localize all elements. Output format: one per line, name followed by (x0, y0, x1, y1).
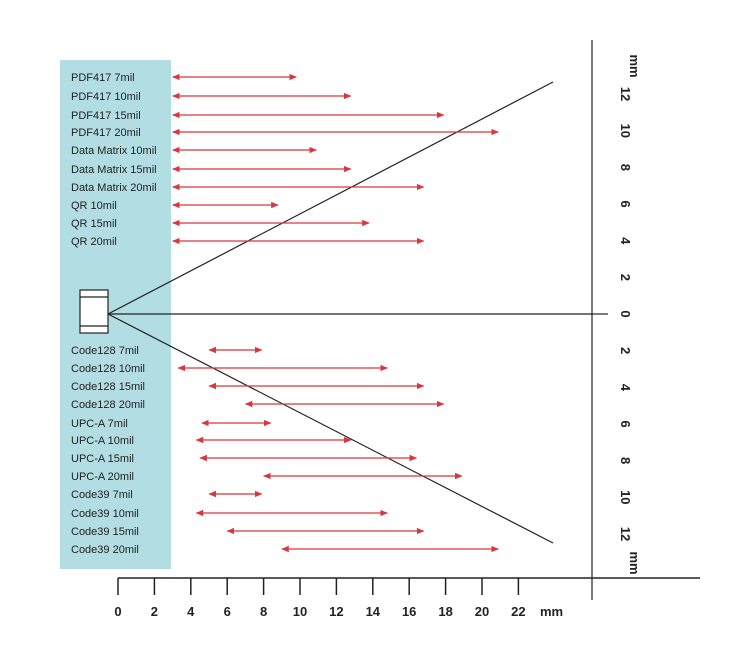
range-row: Data Matrix 15mil (71, 164, 352, 176)
scan-field-upper-edge (107, 81, 554, 315)
series-label: PDF417 15mil (71, 110, 141, 122)
series-label: Code39 15mil (71, 526, 139, 538)
scan-field-lines (107, 81, 592, 544)
series-label: PDF417 7mil (71, 72, 135, 84)
range-row: PDF417 10mil (71, 91, 352, 103)
x-axis: mm 0 2 4 6 8 10 12 14 16 18 20 22 (114, 577, 700, 619)
depth-tick-label: 4 (618, 237, 633, 245)
x-tick-label: 2 (151, 604, 158, 619)
series-label: Code39 20mil (71, 544, 139, 556)
range-row: Code128 10mil (71, 363, 388, 375)
range-row: Code39 20mil (71, 544, 499, 556)
depth-tick-label: 8 (618, 457, 633, 464)
range-row: UPC-A 15mil (71, 453, 417, 465)
range-row: UPC-A 10mil (71, 435, 352, 447)
range-series: PDF417 7mil PDF417 10mil PDF417 15mil PDF41… (71, 72, 499, 556)
range-row: Code128 7mil (71, 345, 263, 357)
range-row: Code39 15mil (71, 526, 425, 538)
depth-axis: mm mm 0 2 4 6 8 10 12 2 4 6 8 10 12 (591, 40, 642, 600)
range-row: UPC-A 20mil (71, 471, 463, 483)
series-label: Code128 20mil (71, 399, 145, 411)
depth-tick-label: 12 (618, 87, 633, 101)
series-label: UPC-A 20mil (71, 471, 134, 483)
range-row: QR 15mil (71, 218, 370, 230)
range-row: Code39 10mil (71, 508, 388, 520)
range-row: QR 20mil (71, 236, 425, 248)
series-label: Code39 7mil (71, 489, 133, 501)
depth-tick-label: 2 (618, 347, 633, 354)
range-row: Code128 20mil (71, 399, 445, 411)
depth-tick-label: 2 (618, 274, 633, 281)
depth-tick-label: 12 (618, 527, 633, 541)
x-tick-label: 22 (511, 604, 525, 619)
series-label: QR 20mil (71, 236, 117, 248)
series-label: PDF417 10mil (71, 91, 141, 103)
depth-tick-label: 10 (618, 123, 633, 137)
series-label: Code128 15mil (71, 381, 145, 393)
x-tick-label: 12 (329, 604, 343, 619)
x-tick-label: 10 (293, 604, 307, 619)
x-tick-label: 8 (260, 604, 267, 619)
range-row: Data Matrix 20mil (71, 182, 425, 194)
series-label: UPC-A 15mil (71, 453, 134, 465)
x-tick-label: 18 (438, 604, 452, 619)
x-tick-label: 4 (187, 604, 195, 619)
series-label: Data Matrix 20mil (71, 182, 157, 194)
x-tick-label: 6 (224, 604, 231, 619)
depth-tick-label: 4 (618, 384, 633, 392)
depth-tick-label: 8 (618, 164, 633, 171)
upper-depth-unit: mm (627, 54, 642, 77)
depth-tick-label: 10 (618, 490, 633, 504)
series-label: Code128 10mil (71, 363, 145, 375)
series-label: Data Matrix 10mil (71, 145, 157, 157)
range-row: Code128 15mil (71, 381, 425, 393)
range-row: Data Matrix 10mil (71, 145, 317, 157)
series-label: Code128 7mil (71, 345, 139, 357)
depth-tick-label: 6 (618, 420, 633, 427)
range-row: PDF417 7mil (71, 72, 297, 84)
x-tick-label: 0 (114, 604, 121, 619)
depth-tick-label: 0 (618, 310, 633, 317)
scan-field-lower-edge (107, 313, 554, 544)
series-label: QR 15mil (71, 218, 117, 230)
x-tick-label: 20 (475, 604, 489, 619)
series-label: Code39 10mil (71, 508, 139, 520)
range-row: PDF417 20mil (71, 127, 499, 139)
scanner-icon (79, 289, 109, 334)
series-label: Data Matrix 15mil (71, 164, 157, 176)
x-tick-label: 16 (402, 604, 416, 619)
range-row: Code39 7mil (71, 489, 263, 501)
range-row: UPC-A 7mil (71, 418, 272, 430)
series-label: QR 10mil (71, 200, 117, 212)
series-label: UPC-A 7mil (71, 418, 128, 430)
depth-tick-label: 6 (618, 200, 633, 207)
x-tick-label: 14 (366, 604, 381, 619)
lower-depth-unit: mm (627, 551, 642, 574)
series-label: UPC-A 10mil (71, 435, 134, 447)
range-row: QR 10mil (71, 200, 279, 212)
x-axis-unit: mm (540, 604, 563, 619)
series-label: PDF417 20mil (71, 127, 141, 139)
range-row: PDF417 15mil (71, 110, 445, 122)
